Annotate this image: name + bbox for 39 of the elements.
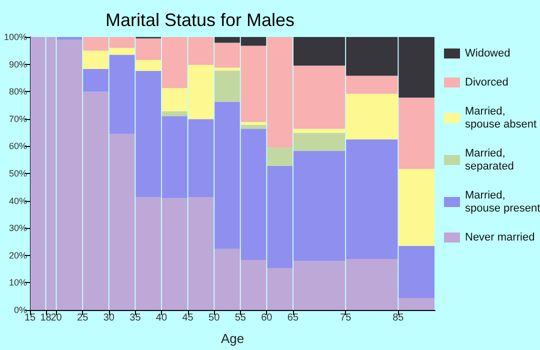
bar: [214, 70, 240, 102]
x-tick-label: 45: [182, 312, 194, 324]
legend-label: Married, separated: [465, 148, 514, 172]
x-tick-label: 60: [261, 312, 273, 324]
x-tick-label: 30: [103, 312, 115, 324]
y-tick-label: 90%: [8, 59, 27, 70]
y-tick-label: 0%: [14, 305, 27, 315]
y-tick-label: 20%: [8, 250, 27, 260]
x-tick-label: 25: [77, 312, 89, 324]
x-tick-label: 50: [208, 312, 220, 324]
y-tick-label: 80%: [8, 86, 27, 97]
bar: [162, 111, 188, 116]
x-tick-label: 75: [340, 312, 352, 324]
y-tick-label: 10%: [8, 278, 27, 288]
x-axis-title: Age: [220, 331, 244, 346]
legend-label: Married, spouse present: [465, 190, 540, 214]
x-tick-label: 35: [130, 312, 142, 324]
y-tick-label: 100%: [4, 32, 27, 42]
x-tick-label: 55: [234, 312, 246, 324]
x-tick-label: 20: [50, 312, 62, 324]
x-tick-label: 18: [40, 312, 52, 324]
x-tick-label: 65: [287, 312, 299, 324]
y-tick-label: 50%: [8, 168, 27, 178]
legend-label: Never married: [465, 232, 535, 244]
bar: [240, 122, 266, 125]
chart-title: Marital Status for Males: [105, 10, 295, 30]
legend-label: Married, spouse absent: [465, 106, 537, 130]
bar: [136, 60, 161, 71]
x-tick-label: 40: [156, 312, 168, 324]
y-tick-label: 70%: [8, 114, 27, 124]
y-tick-label: 60%: [8, 141, 27, 152]
legend-label: Divorced: [465, 76, 508, 88]
x-tick-label: 15: [24, 312, 36, 324]
y-tick-label: 30%: [8, 223, 27, 234]
bar: [240, 124, 266, 129]
x-tick-label: 85: [392, 312, 404, 324]
legend-label: Widowed: [465, 48, 510, 60]
y-tick-label: 40%: [8, 196, 27, 206]
bar: [56, 37, 82, 40]
